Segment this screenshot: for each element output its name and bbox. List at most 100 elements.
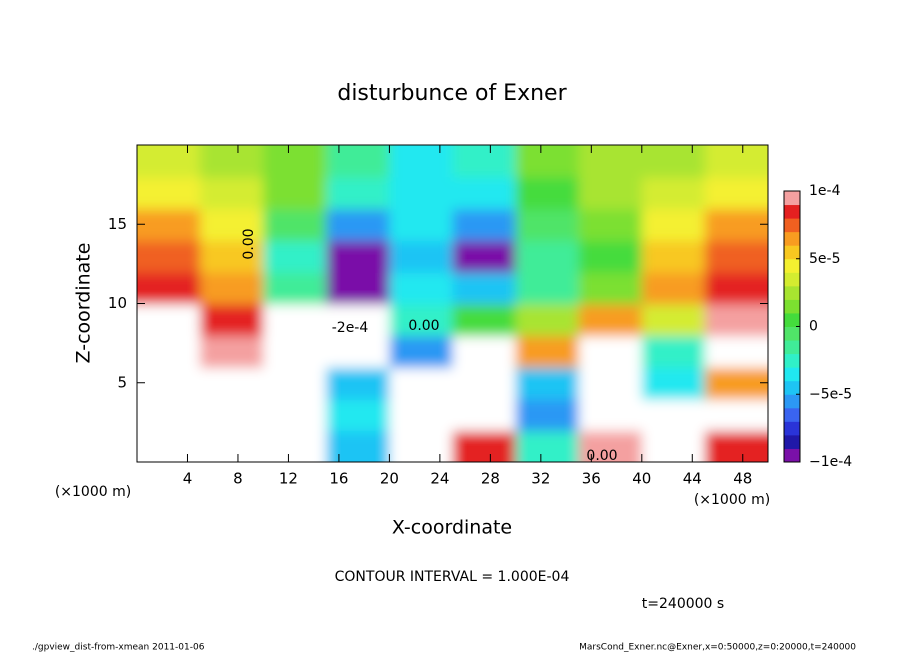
cell [578,366,643,400]
cell [389,430,454,462]
cell [326,335,391,368]
cell [452,430,517,462]
cell [452,271,517,305]
cell [326,430,391,462]
cell [137,240,202,273]
cell [452,240,517,273]
cell [263,176,328,210]
cell [137,208,202,242]
cell [452,145,517,178]
cell [515,335,580,368]
cells [137,145,768,462]
cell [578,430,643,462]
cell [200,145,265,178]
cell [641,240,706,273]
x-tick-label: 16 [329,470,348,488]
cell [515,303,580,337]
colorbar-swatch [784,285,800,300]
cell [200,430,265,462]
cell [326,240,391,273]
cell [452,176,517,210]
cell [200,398,265,432]
cell [515,271,580,305]
cell [641,335,706,368]
colorbar-swatch [784,258,800,273]
cell [137,430,202,462]
cell [263,335,328,368]
y-tick-label: 15 [108,215,127,233]
cell [200,240,265,273]
y-tick-label: 5 [117,373,127,391]
colorbar-tick-label: 5e-5 [809,251,840,267]
colorbar-swatch [784,380,800,395]
x-tick-label: 4 [183,470,193,488]
cell [704,430,768,462]
x-tick-label: 40 [632,470,651,488]
cell [326,303,391,337]
cell [263,366,328,400]
colorbar-swatch [784,421,800,436]
cell [200,176,265,210]
cell [326,145,391,178]
cell [704,366,768,400]
colorbar-swatch [784,218,800,233]
cell [641,430,706,462]
cell [389,366,454,400]
cell [578,240,643,273]
cell [515,208,580,242]
y-axis-label: Z-coordinate [73,243,95,364]
cell [578,303,643,337]
cell [263,430,328,462]
cell [389,398,454,432]
colorbar-swatch [784,434,800,449]
cell [515,176,580,210]
cell [515,366,580,400]
colorbar-swatch [784,353,800,368]
cell [389,176,454,210]
cell [389,335,454,368]
cell [200,366,265,400]
cell [263,271,328,305]
cell [704,145,768,178]
colorbar-swatch [784,231,800,246]
cell [389,303,454,337]
cell [515,240,580,273]
cell [515,145,580,178]
cell [389,145,454,178]
cell [263,398,328,432]
cell [452,335,517,368]
cell [578,145,643,178]
cell [578,335,643,368]
cell [200,335,265,368]
cell [137,145,202,178]
cell [137,176,202,210]
cell [200,271,265,305]
x-tick-label: 20 [380,470,399,488]
footer: MarsCond_Exner.nc@Exner,x=0:50000,z=0:20… [579,643,856,653]
footer: ./gpview_dist-from-xmean 2011-01-06 [32,643,205,653]
cell [137,366,202,400]
colorbar-swatch [784,367,800,382]
x-tick-label: 12 [279,470,298,488]
cell [704,303,768,337]
x-tick-label: 36 [582,470,601,488]
colorbar: −1e-4 −5e-5 0 5e-5 1e-4 [783,183,852,470]
contour-label: 0.00 [408,318,439,334]
x-tick-label: 44 [683,470,702,488]
cell [641,208,706,242]
cell [641,398,706,432]
cell [389,271,454,305]
cell [578,398,643,432]
cell [263,303,328,337]
cell [389,240,454,273]
cell [641,145,706,178]
cell [641,366,706,400]
cell [452,208,517,242]
contour-note: CONTOUR INTERVAL = 1.000E-04 [335,569,570,585]
colorbar-swatch [784,299,800,314]
colorbar-tick-label: 0 [809,319,818,335]
cell [452,366,517,400]
x-unit: (×1000 m) [694,492,770,508]
colorbar-swatch [784,340,800,355]
